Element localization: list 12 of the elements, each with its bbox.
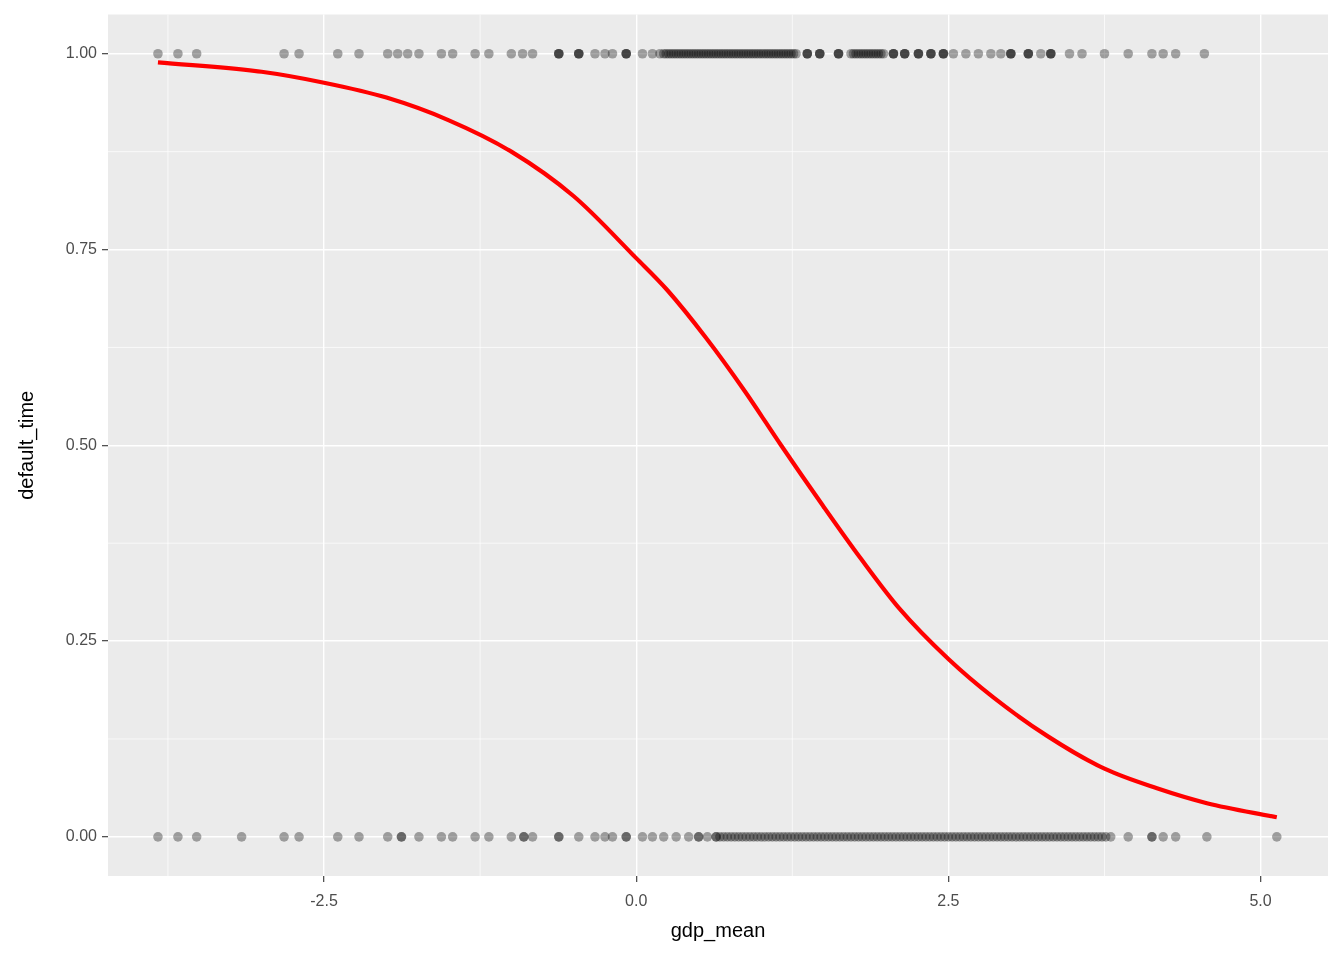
y-tick-label: 0.25 xyxy=(65,631,98,649)
y-tick-label: 0.75 xyxy=(65,239,98,257)
x-axis-title: gdp_mean xyxy=(670,918,766,942)
y-tick-label: 1.00 xyxy=(65,44,98,62)
y-axis-title: default_time xyxy=(14,390,38,500)
x-tick-label: 5.0 xyxy=(1249,892,1272,910)
y-tick-label: 0.00 xyxy=(65,827,98,845)
x-tick-label: 0.0 xyxy=(625,892,648,910)
x-tick-label: -2.5 xyxy=(310,892,338,910)
x-tick-label: 2.5 xyxy=(937,892,960,910)
y-tick-label: 0.50 xyxy=(65,435,98,453)
line-series xyxy=(155,60,1279,820)
